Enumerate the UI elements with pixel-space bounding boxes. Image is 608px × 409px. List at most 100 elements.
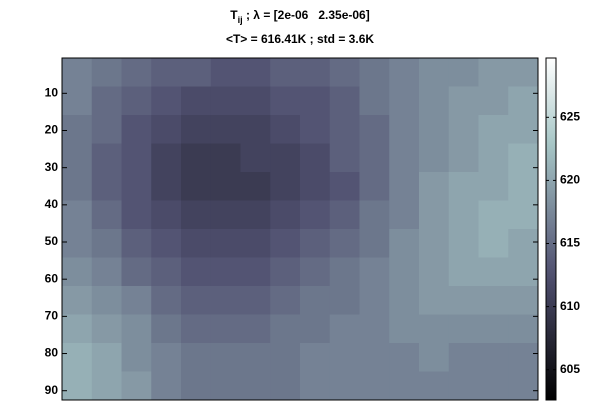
chart-title: Tij ; λ = [2e-06 2.35e-06] <box>230 8 369 25</box>
heatmap-cell <box>508 115 539 144</box>
heatmap-cell <box>240 143 271 173</box>
heatmap-cell <box>121 86 152 116</box>
y-tick-label: 90 <box>45 383 59 397</box>
heatmap-cell <box>448 229 479 258</box>
heatmap-cell <box>389 343 420 372</box>
heatmap-cell <box>419 257 450 287</box>
heatmap-cell <box>300 172 331 201</box>
heatmap-cell <box>91 115 122 144</box>
heatmap-cell <box>151 143 182 173</box>
heatmap-cell <box>62 286 93 315</box>
heatmap-cell <box>419 172 450 201</box>
colorbar-tick-label: 605 <box>560 362 580 376</box>
heatmap-cell <box>448 58 479 87</box>
heatmap-cell <box>359 115 390 144</box>
heatmap-cell <box>151 286 182 315</box>
heatmap-cell <box>389 314 420 344</box>
heatmap-cell <box>151 58 182 87</box>
heatmap-cell <box>329 58 360 87</box>
colorbar-tick-label: 610 <box>560 299 580 313</box>
heatmap-cell <box>240 286 271 315</box>
heatmap-cell <box>270 143 301 173</box>
heatmap-cell <box>121 314 152 344</box>
heatmap-cell <box>300 143 331 173</box>
heatmap-cell <box>181 257 212 287</box>
heatmap-cell <box>389 286 420 315</box>
heatmap-cell <box>389 58 420 87</box>
heatmap-cell <box>91 143 122 173</box>
heatmap-cell <box>270 314 301 344</box>
heatmap-cell <box>62 143 93 173</box>
heatmap-cell <box>181 229 212 258</box>
heatmap-cell <box>448 143 479 173</box>
heatmap-cell <box>478 200 509 230</box>
heatmap-cell <box>300 286 331 315</box>
heatmap-cell <box>91 172 122 201</box>
heatmap-cell <box>508 286 539 315</box>
heatmap-cell <box>210 286 241 315</box>
heatmap-cell <box>448 371 479 401</box>
heatmap-cell <box>210 58 241 87</box>
heatmap-cell <box>62 257 93 287</box>
heatmap-cell <box>389 115 420 144</box>
heatmap-cell <box>329 115 360 144</box>
heatmap-cell <box>270 172 301 201</box>
heatmap-cell <box>329 86 360 116</box>
heatmap-cell <box>210 229 241 258</box>
heatmap-cell <box>329 286 360 315</box>
heatmap-cell <box>419 314 450 344</box>
heatmap-cell <box>359 257 390 287</box>
heatmap-cell <box>270 86 301 116</box>
title-symbol: T <box>230 8 238 22</box>
heatmap-cell <box>210 115 241 144</box>
colorbar-tick-label: 615 <box>560 236 580 250</box>
heatmap-cell <box>240 58 271 87</box>
heatmap-cell <box>448 257 479 287</box>
y-tick-label: 50 <box>45 234 59 248</box>
heatmap-cell <box>329 371 360 401</box>
heatmap-cell <box>91 286 122 315</box>
heatmap-cell <box>389 257 420 287</box>
heatmap-cell <box>151 229 182 258</box>
colorbar <box>545 57 557 401</box>
heatmap-cell <box>151 314 182 344</box>
heatmap-cell <box>419 371 450 401</box>
heatmap-cell <box>359 143 390 173</box>
heatmap-cell <box>359 172 390 201</box>
heatmap-cell <box>240 314 271 344</box>
heatmap-cell <box>181 286 212 315</box>
heatmap-cell <box>300 115 331 144</box>
heatmap-cells <box>62 58 539 401</box>
heatmap-cell <box>389 229 420 258</box>
heatmap-cell <box>329 229 360 258</box>
heatmap-cell <box>151 200 182 230</box>
heatmap-cell <box>181 143 212 173</box>
heatmap-cell <box>508 343 539 372</box>
y-tick-label: 80 <box>45 346 59 360</box>
heatmap-cell <box>419 229 450 258</box>
y-tick-label: 20 <box>45 123 59 137</box>
heatmap-cell <box>359 58 390 87</box>
colorbar-tick-label: 625 <box>560 109 580 123</box>
y-tick-label: 10 <box>45 85 59 99</box>
heatmap-cell <box>478 343 509 372</box>
chart-subtitle: <T> = 616.41K ; std = 3.6K <box>226 32 374 46</box>
heatmap-cell <box>210 371 241 401</box>
heatmap-cell <box>270 343 301 372</box>
heatmap-cell <box>329 172 360 201</box>
heatmap-cell <box>62 229 93 258</box>
heatmap-cell <box>508 229 539 258</box>
heatmap-cell <box>121 143 152 173</box>
heatmap-cell <box>240 115 271 144</box>
heatmap-cell <box>270 58 301 87</box>
heatmap-cell <box>448 343 479 372</box>
heatmap-cell <box>300 314 331 344</box>
heatmap-cell <box>240 229 271 258</box>
heatmap-cell <box>62 343 93 372</box>
heatmap-cell <box>121 172 152 201</box>
heatmap-cell <box>300 257 331 287</box>
heatmap-cell <box>478 371 509 401</box>
heatmap-cell <box>478 86 509 116</box>
title-subscript: ij <box>238 15 243 25</box>
heatmap-cell <box>240 172 271 201</box>
